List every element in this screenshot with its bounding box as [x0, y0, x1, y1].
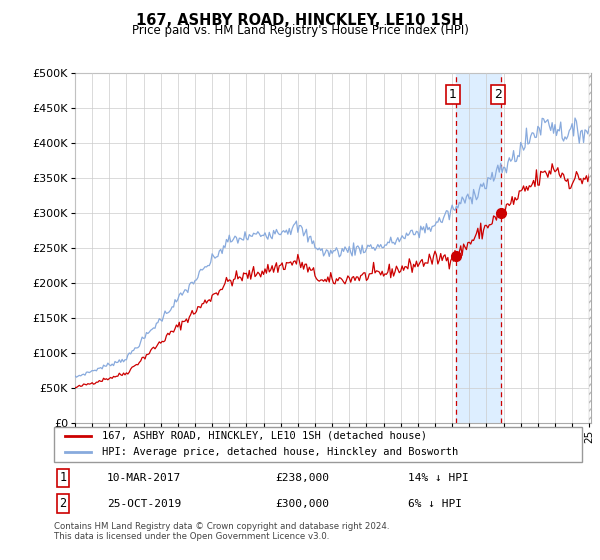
Text: Price paid vs. HM Land Registry's House Price Index (HPI): Price paid vs. HM Land Registry's House …	[131, 24, 469, 37]
Text: 167, ASHBY ROAD, HINCKLEY, LE10 1SH (detached house): 167, ASHBY ROAD, HINCKLEY, LE10 1SH (det…	[101, 431, 427, 441]
Text: HPI: Average price, detached house, Hinckley and Bosworth: HPI: Average price, detached house, Hinc…	[101, 447, 458, 458]
Text: 25-OCT-2019: 25-OCT-2019	[107, 498, 181, 508]
Text: Contains HM Land Registry data © Crown copyright and database right 2024.
This d: Contains HM Land Registry data © Crown c…	[54, 522, 389, 542]
Text: 1: 1	[59, 472, 67, 484]
Text: £238,000: £238,000	[276, 473, 330, 483]
Text: £300,000: £300,000	[276, 498, 330, 508]
Text: 1: 1	[449, 88, 457, 101]
Text: 14% ↓ HPI: 14% ↓ HPI	[408, 473, 469, 483]
Text: 167, ASHBY ROAD, HINCKLEY, LE10 1SH: 167, ASHBY ROAD, HINCKLEY, LE10 1SH	[136, 13, 464, 28]
Text: 10-MAR-2017: 10-MAR-2017	[107, 473, 181, 483]
Bar	[455, 73, 501, 423]
Text: 6% ↓ HPI: 6% ↓ HPI	[408, 498, 462, 508]
Text: 2: 2	[59, 497, 67, 510]
FancyBboxPatch shape	[54, 427, 582, 462]
Text: 2: 2	[494, 88, 502, 101]
